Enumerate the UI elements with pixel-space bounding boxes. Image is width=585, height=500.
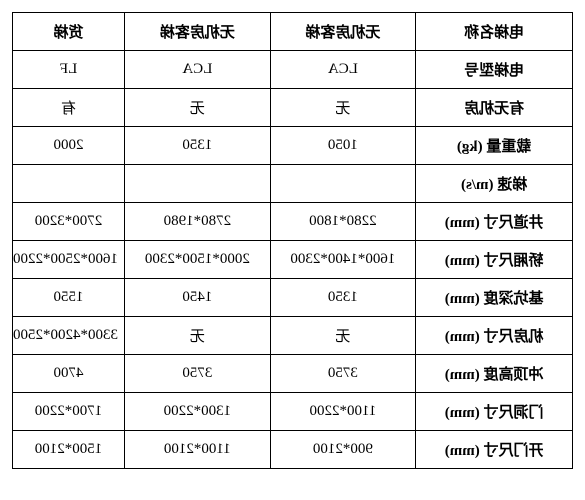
row-label: 轿厢尺寸 (mm)	[416, 241, 573, 279]
table-row: 井道尺寸 (mm) 2280*1800 2780*1980 2700*3200	[13, 203, 573, 241]
cell	[125, 165, 271, 203]
cell: 1550	[13, 279, 125, 317]
table-row: 机房尺寸 (mm) 无 无 3300*4200*2500	[13, 317, 573, 355]
header-col4: 货梯	[13, 13, 125, 51]
cell: 2280*1800	[270, 203, 416, 241]
cell: 1450	[125, 279, 271, 317]
row-label: 基坑深度 (mm)	[416, 279, 573, 317]
cell: 无	[125, 317, 271, 355]
spec-table: 电梯名称 无机房客梯 无机房客梯 货梯 电梯型号 LCA LCA LF 有无机房…	[12, 12, 573, 469]
table-row: 基坑深度 (mm) 1350 1450 1550	[13, 279, 573, 317]
row-label: 冲顶高度 (mm)	[416, 355, 573, 393]
cell: 1600*1400*2300	[270, 241, 416, 279]
table-row: 梯速 (m/s)	[13, 165, 573, 203]
cell	[13, 165, 125, 203]
cell: 1350	[125, 127, 271, 165]
table-row: 冲顶高度 (mm) 3750 3750 4700	[13, 355, 573, 393]
cell: 1500*2100	[13, 431, 125, 469]
row-label: 梯速 (m/s)	[416, 165, 573, 203]
table-row: 门洞尺寸 (mm) 1100*2200 1300*2200 1700*2200	[13, 393, 573, 431]
cell: LCA	[125, 51, 271, 89]
cell: 3750	[270, 355, 416, 393]
row-label: 开门尺寸 (mm)	[416, 431, 573, 469]
cell: 1100*2200	[270, 393, 416, 431]
cell: 1350	[270, 279, 416, 317]
cell: LF	[13, 51, 125, 89]
cell: 有	[13, 89, 125, 127]
header-label: 电梯名称	[416, 13, 573, 51]
row-label: 电梯型号	[416, 51, 573, 89]
header-col2: 无机房客梯	[270, 13, 416, 51]
table-row: 轿厢尺寸 (mm) 1600*1400*2300 2000*1500*2300 …	[13, 241, 573, 279]
cell: 2780*1980	[125, 203, 271, 241]
row-label: 井道尺寸 (mm)	[416, 203, 573, 241]
cell: 3300*4200*2500	[13, 317, 125, 355]
cell: 2000*1500*2300	[125, 241, 271, 279]
cell: 900*2100	[270, 431, 416, 469]
cell: 1100*2100	[125, 431, 271, 469]
table-row: 载重量 (kg) 1050 1350 2000	[13, 127, 573, 165]
row-label: 有无机房	[416, 89, 573, 127]
cell: 2000	[13, 127, 125, 165]
row-label: 载重量 (kg)	[416, 127, 573, 165]
table-row: 开门尺寸 (mm) 900*2100 1100*2100 1500*2100	[13, 431, 573, 469]
cell: 1700*2200	[13, 393, 125, 431]
cell	[270, 165, 416, 203]
header-row: 电梯名称 无机房客梯 无机房客梯 货梯	[13, 13, 573, 51]
table-row: 电梯型号 LCA LCA LF	[13, 51, 573, 89]
table-body: 电梯型号 LCA LCA LF 有无机房 无 无 有 载重量 (kg) 1050…	[13, 51, 573, 469]
cell: 4700	[13, 355, 125, 393]
cell: 无	[270, 317, 416, 355]
cell: 1300*2200	[125, 393, 271, 431]
cell: 无	[270, 89, 416, 127]
row-label: 门洞尺寸 (mm)	[416, 393, 573, 431]
cell: 2700*3200	[13, 203, 125, 241]
cell: 1600*2500*2200	[13, 241, 125, 279]
table-row: 有无机房 无 无 有	[13, 89, 573, 127]
cell: LCA	[270, 51, 416, 89]
cell: 无	[125, 89, 271, 127]
cell: 3750	[125, 355, 271, 393]
row-label: 机房尺寸 (mm)	[416, 317, 573, 355]
header-col3: 无机房客梯	[125, 13, 271, 51]
cell: 1050	[270, 127, 416, 165]
